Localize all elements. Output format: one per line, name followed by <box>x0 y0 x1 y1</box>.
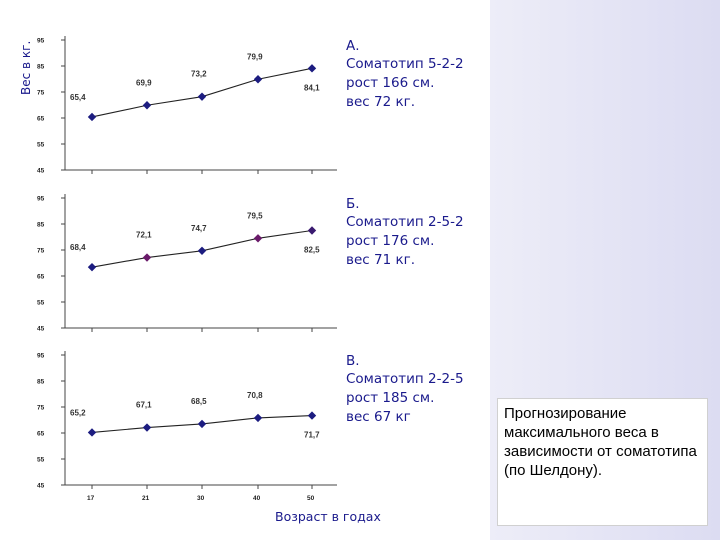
x-tick-label: 40 <box>253 495 261 502</box>
data-label: 79,5 <box>247 211 263 220</box>
data-label: 79,9 <box>247 52 263 61</box>
chart-svg: Вес в кг. Возраст в годах 95 85 75 65 55 45 65… <box>19 36 464 524</box>
data-label: 70,8 <box>247 391 263 400</box>
panel-height: рост 176 см. <box>346 233 434 249</box>
y-tick-label: 95 <box>37 353 45 360</box>
data-label: 74,7 <box>191 224 207 233</box>
panel-somatotype: Соматотип 2-2-5 <box>346 371 464 387</box>
chart-figure: Вес в кг. Возраст в годах 95 85 75 65 55 45 65… <box>19 36 464 524</box>
data-label: 67,1 <box>136 401 152 410</box>
data-marker <box>253 234 263 243</box>
panel-letter: Б. <box>346 196 360 212</box>
data-marker <box>87 428 97 437</box>
y-tick-label: 45 <box>37 168 45 175</box>
data-label: 68,5 <box>191 397 207 406</box>
panel-weight: вес 67 кг <box>346 409 411 425</box>
y-tick-label: 85 <box>37 64 45 71</box>
data-label: 82,5 <box>304 246 320 255</box>
y-tick-label: 55 <box>37 300 45 307</box>
data-marker <box>142 423 152 432</box>
x-tick-label: 17 <box>87 495 95 502</box>
x-tick-label: 30 <box>197 495 205 502</box>
data-label: 84,1 <box>304 83 320 92</box>
data-label: 72,1 <box>136 231 152 240</box>
y-tick-label: 55 <box>37 457 45 464</box>
data-marker <box>307 226 317 235</box>
data-marker <box>307 64 317 73</box>
y-tick-label: 45 <box>37 483 45 490</box>
data-marker <box>142 101 152 110</box>
data-marker <box>253 413 263 423</box>
y-tick-label: 85 <box>37 222 45 229</box>
y-tick-label: 45 <box>37 326 45 333</box>
data-marker <box>197 419 207 429</box>
caption-box: Прогнозирование максимального веса в зав… <box>497 398 708 526</box>
x-tick-label: 21 <box>142 495 150 502</box>
data-label: 71,7 <box>304 431 320 440</box>
y-tick-label: 75 <box>37 405 45 412</box>
panel-weight: вес 71 кг. <box>346 252 415 268</box>
y-tick-label: 85 <box>37 379 45 386</box>
y-tick-label: 75 <box>37 248 45 255</box>
data-label: 69,9 <box>136 78 152 87</box>
x-tick-label: 50 <box>307 495 315 502</box>
data-marker <box>197 92 207 101</box>
data-marker <box>197 246 207 255</box>
data-label: 65,2 <box>70 408 86 417</box>
data-marker <box>253 75 263 84</box>
data-marker <box>307 411 317 420</box>
y-tick-label: 75 <box>37 90 45 97</box>
data-marker <box>87 262 97 272</box>
y-tick-label: 95 <box>37 38 45 45</box>
data-label: 73,2 <box>191 70 207 79</box>
panel-weight: вес 72 кг. <box>346 94 415 110</box>
y-tick-label: 65 <box>37 274 45 281</box>
data-label: 65,4 <box>70 93 86 102</box>
y-tick-label: 65 <box>37 431 45 438</box>
panel-somatotype: Соматотип 2-5-2 <box>346 214 464 230</box>
panel-somatotype: Соматотип 5-2-2 <box>346 56 464 72</box>
panel-letter: В. <box>346 353 360 369</box>
y-axis-label: Вес в кг. <box>19 41 33 95</box>
panel-height: рост 185 см. <box>346 390 434 406</box>
y-tick-label: 55 <box>37 142 45 149</box>
y-tick-label: 65 <box>37 116 45 123</box>
panel-letter: А. <box>346 38 360 54</box>
data-label: 68,4 <box>70 243 86 252</box>
y-tick-label: 95 <box>37 196 45 203</box>
x-axis-label: Возраст в годах <box>275 509 381 524</box>
panel-height: рост 166 см. <box>346 75 434 91</box>
data-marker <box>142 253 152 262</box>
data-marker <box>87 112 97 122</box>
